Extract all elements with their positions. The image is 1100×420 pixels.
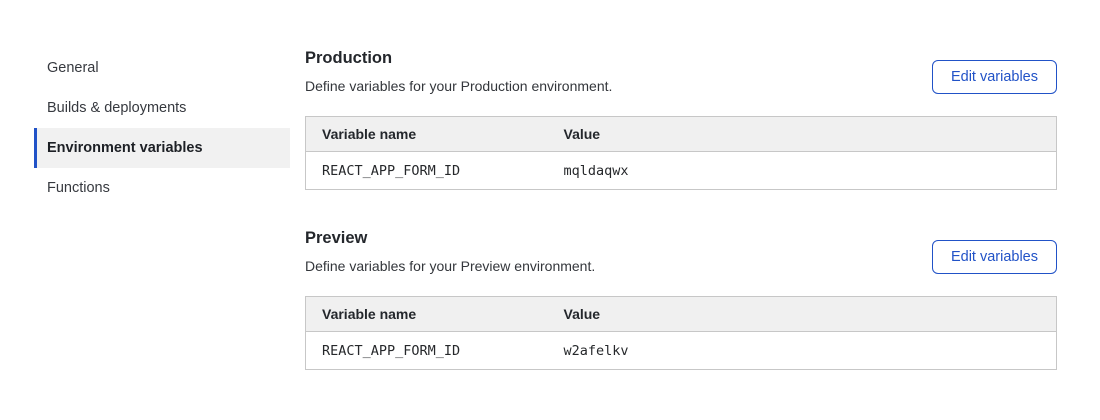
variable-name-cell: REACT_APP_FORM_ID [305,331,548,370]
preview-title: Preview [305,229,368,247]
sidebar-item-general[interactable]: General [34,48,290,88]
production-description: Define variables for your Production env… [305,78,613,94]
production-variables-table: Variable name Value REACT_APP_FORM_ID mq… [305,116,1057,190]
production-section-text: Production Define variables for your Pro… [305,48,612,94]
sidebar-item-environment-variables[interactable]: Environment variables [34,128,290,168]
production-section: Production Define variables for your Pro… [305,48,1057,190]
table-header-row: Variable name Value [305,296,1057,332]
production-title: Production [305,49,393,67]
environment-variables-panel: Production Define variables for your Pro… [305,48,1057,370]
preview-edit-variables-button[interactable]: Edit variables [931,240,1057,274]
variable-name-cell: REACT_APP_FORM_ID [305,151,548,190]
table-row: REACT_APP_FORM_ID w2afelkv [305,331,1057,370]
production-edit-variables-button[interactable]: Edit variables [931,60,1057,94]
preview-section-text: Preview Define variables for your Previe… [305,228,595,274]
sidebar-item-label: Functions [47,180,110,196]
sidebar-item-label: Environment variables [47,140,203,156]
preview-description: Define variables for your Preview enviro… [305,258,596,274]
sidebar-item-functions[interactable]: Functions [34,168,290,208]
column-header-value: Value [547,296,1057,332]
table-header-row: Variable name Value [305,116,1057,152]
production-section-header: Production Define variables for your Pro… [305,48,1057,94]
sidebar-item-builds-deployments[interactable]: Builds & deployments [34,88,290,128]
preview-section-header: Preview Define variables for your Previe… [305,228,1057,274]
variable-value-cell: mqldaqwx [547,151,1057,190]
column-header-variable-name: Variable name [305,116,548,152]
column-header-variable-name: Variable name [305,296,548,332]
preview-section: Preview Define variables for your Previe… [305,228,1057,370]
preview-variables-table: Variable name Value REACT_APP_FORM_ID w2… [305,296,1057,370]
column-header-value: Value [547,116,1057,152]
variable-value-cell: w2afelkv [547,331,1057,370]
sidebar-item-label: General [47,60,99,76]
sidebar-item-label: Builds & deployments [47,100,187,116]
table-row: REACT_APP_FORM_ID mqldaqwx [305,151,1057,190]
settings-sidebar: General Builds & deployments Environment… [34,48,290,208]
